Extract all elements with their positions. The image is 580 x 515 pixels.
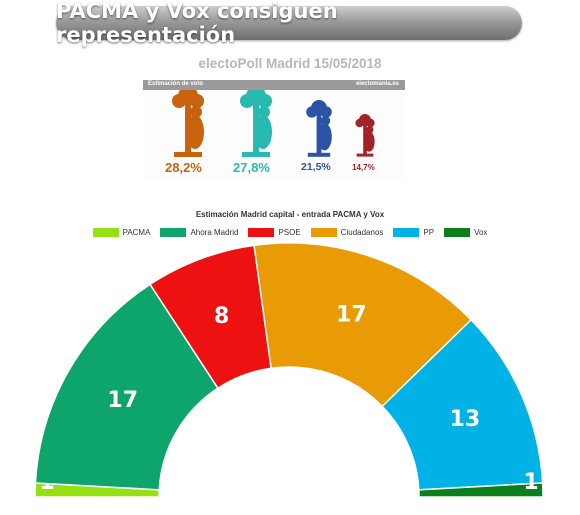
seat-label-ciudadanos: 17	[336, 302, 367, 327]
bear-tree-shape	[186, 115, 204, 149]
bear-tree-icon	[172, 90, 204, 157]
bear-tree-icon	[240, 90, 272, 157]
chart-legend: PACMA Ahora Madrid PSOE Ciudadanos PP Vo…	[0, 228, 580, 237]
bear-tree-shape	[317, 123, 332, 151]
seat-slice-ahora-madrid[interactable]	[34, 283, 219, 491]
bear-tree-shape	[366, 126, 374, 134]
bear-tree-shape	[356, 153, 374, 157]
legend-swatch	[444, 228, 471, 237]
legend-item-vox[interactable]: Vox	[444, 228, 487, 237]
poll-pct-1: 27,8%	[233, 160, 270, 175]
legend-label: Vox	[474, 228, 488, 237]
legend-swatch	[248, 228, 275, 237]
legend-label: Ahora Madrid	[190, 228, 239, 237]
headline: PACMA y Vox consiguen representación	[56, 0, 338, 47]
bear-tree-shape	[172, 94, 186, 108]
poll-strip: Estimación de voto electomania.es	[143, 80, 405, 90]
poll-pct-3: 14,7%	[352, 163, 375, 172]
legend-label: PP	[423, 228, 435, 237]
poll-pct-2: 21,5%	[301, 161, 331, 173]
legend-item-ahora-madrid[interactable]: Ahora Madrid	[160, 228, 238, 237]
poll-pct-0: 28,2%	[165, 160, 202, 175]
seat-label-pp: 13	[450, 407, 481, 432]
bear-tree-shape	[254, 115, 272, 149]
bear-tree-shape	[320, 106, 332, 118]
legend-item-pp[interactable]: PP	[393, 228, 434, 237]
poll-strip-left: Estimación de voto	[148, 81, 204, 87]
legend-label: Ciudadanos	[340, 228, 384, 237]
legend-label: PSOE	[278, 228, 301, 237]
seat-chart: 117817131	[34, 242, 544, 498]
bear-tree-icon	[355, 114, 375, 157]
bear-tree-shape	[240, 94, 254, 108]
bear-tree-shape	[355, 118, 364, 128]
headline-banner: PACMA y Vox consiguen representación	[56, 0, 522, 47]
chart-title: Estimación Madrid capital - entrada PACM…	[195, 210, 385, 219]
poll-header: electoPoll Madrid 15/05/2018	[198, 56, 382, 71]
legend-item-pacma[interactable]: PACMA	[92, 228, 151, 237]
legend-item-psoe[interactable]: PSOE	[248, 228, 301, 237]
legend-swatch	[160, 228, 187, 237]
bear-tree-shape	[306, 106, 318, 118]
bear-tree-shape	[242, 152, 270, 157]
bear-tree-shape	[366, 118, 375, 128]
seat-slice-vox[interactable]	[418, 482, 544, 498]
seat-label-psoe: 8	[214, 304, 229, 329]
legend-swatch	[310, 228, 337, 237]
seat-label-vox: 1	[523, 470, 538, 495]
bear-tree-shape	[258, 106, 270, 118]
bear-tree-shape	[363, 131, 375, 152]
bear-tree-icon	[306, 100, 332, 157]
bear-tree-shape	[174, 152, 202, 157]
bear-icons-group	[172, 90, 375, 157]
bear-tree-shape	[307, 152, 331, 157]
bear-tree-shape	[190, 106, 202, 118]
bear-tree-shape	[258, 94, 272, 108]
bear-tree-shape	[320, 116, 331, 126]
seat-slice-ciudadanos[interactable]	[253, 242, 473, 408]
legend-item-ciudadanos[interactable]: Ciudadanos	[310, 228, 384, 237]
legend-swatch	[92, 228, 119, 237]
legend-swatch	[393, 228, 420, 237]
seat-label-ahora-madrid: 17	[107, 388, 138, 413]
bear-tree-shape	[190, 94, 204, 108]
legend-label: PACMA	[122, 228, 151, 237]
poll-icons	[172, 90, 375, 157]
poll-strip-right: electomania.es	[355, 81, 399, 87]
